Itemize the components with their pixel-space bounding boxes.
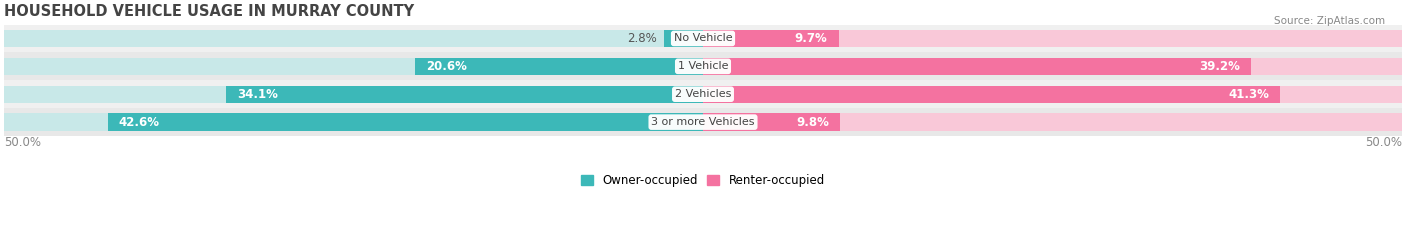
Bar: [415, 58, 703, 75]
Bar: [703, 113, 1402, 131]
Bar: [4, 52, 1402, 80]
Bar: [4, 86, 703, 103]
Bar: [703, 113, 839, 131]
Bar: [4, 24, 1402, 52]
Text: 41.3%: 41.3%: [1229, 88, 1270, 101]
Text: 20.6%: 20.6%: [426, 60, 467, 73]
Legend: Owner-occupied, Renter-occupied: Owner-occupied, Renter-occupied: [576, 169, 830, 192]
Bar: [4, 108, 1402, 136]
Text: 50.0%: 50.0%: [1365, 136, 1402, 149]
Bar: [703, 86, 1402, 103]
Text: 34.1%: 34.1%: [238, 88, 278, 101]
Bar: [108, 113, 703, 131]
Text: 2 Vehicles: 2 Vehicles: [675, 89, 731, 99]
Text: Source: ZipAtlas.com: Source: ZipAtlas.com: [1274, 16, 1385, 26]
Text: 9.8%: 9.8%: [796, 116, 828, 129]
Bar: [703, 30, 838, 47]
Text: 2.8%: 2.8%: [627, 32, 657, 45]
Bar: [4, 80, 1402, 108]
Text: 50.0%: 50.0%: [4, 136, 41, 149]
Text: 9.7%: 9.7%: [794, 32, 827, 45]
Text: 42.6%: 42.6%: [118, 116, 160, 129]
Text: 1 Vehicle: 1 Vehicle: [678, 61, 728, 71]
Text: HOUSEHOLD VEHICLE USAGE IN MURRAY COUNTY: HOUSEHOLD VEHICLE USAGE IN MURRAY COUNTY: [4, 4, 415, 19]
Text: No Vehicle: No Vehicle: [673, 34, 733, 43]
Bar: [4, 58, 703, 75]
Text: 3 or more Vehicles: 3 or more Vehicles: [651, 117, 755, 127]
Bar: [703, 30, 1402, 47]
Text: 39.2%: 39.2%: [1199, 60, 1240, 73]
Bar: [4, 113, 703, 131]
Bar: [4, 30, 703, 47]
Bar: [703, 58, 1251, 75]
Bar: [703, 86, 1281, 103]
Bar: [226, 86, 703, 103]
Bar: [703, 58, 1402, 75]
Bar: [664, 30, 703, 47]
